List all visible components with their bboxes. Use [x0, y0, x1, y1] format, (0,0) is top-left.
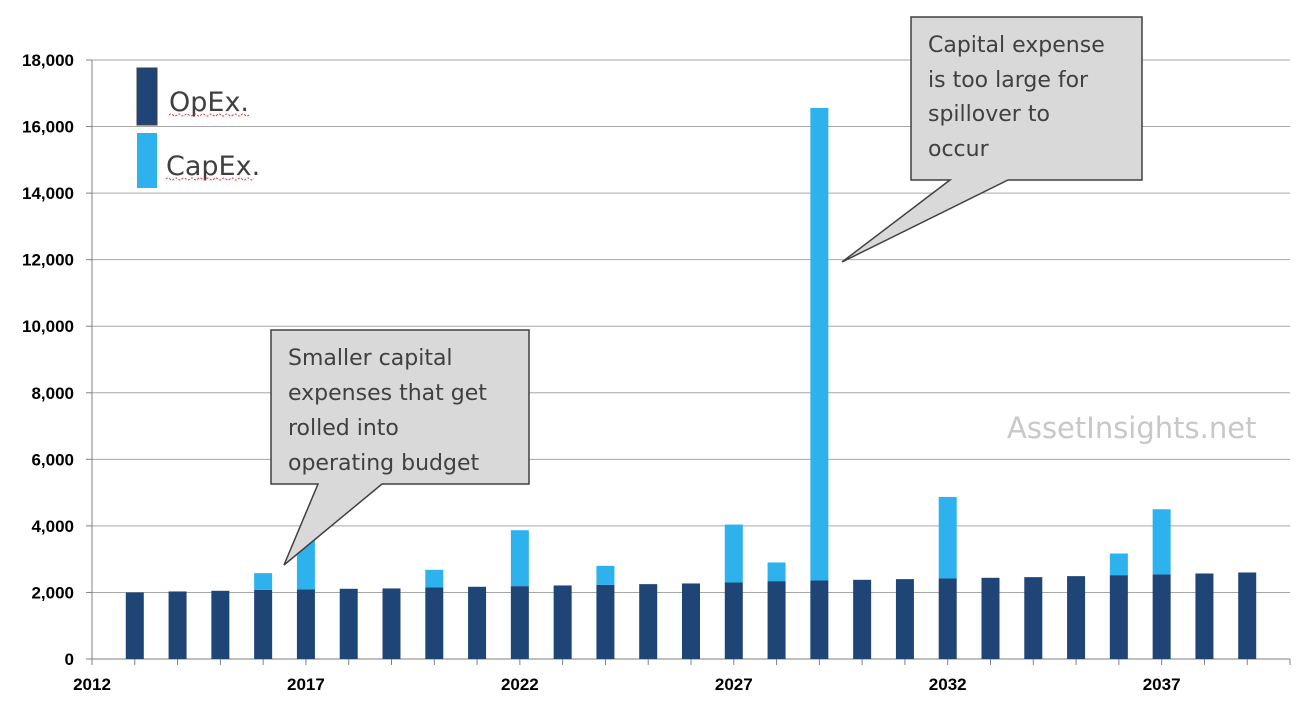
y-tick-label: 8,000: [31, 384, 74, 403]
bar-opex-2038: [1195, 573, 1214, 659]
x-tick-label: 2037: [1143, 675, 1181, 694]
bar-opex-2023: [553, 585, 572, 659]
bar-capex-2027: [724, 524, 743, 583]
legend-swatch-capex: [137, 133, 157, 188]
bar-opex-2028: [767, 581, 786, 659]
bar-opex-2021: [468, 586, 487, 659]
bar-capex-2016: [254, 573, 273, 590]
bar-opex-2031: [895, 579, 914, 659]
callout-2-line-2: is too large for: [928, 68, 1089, 93]
y-tick-label: 16,000: [22, 118, 74, 137]
bar-opex-2029: [810, 580, 829, 659]
bar-opex-2039: [1238, 572, 1257, 659]
y-tick-label: 12,000: [22, 251, 74, 270]
bar-opex-2016: [254, 589, 273, 659]
x-tick-label: 2032: [929, 675, 967, 694]
bar-opex-2020: [425, 587, 444, 659]
callout-1-line-2: expenses that get: [288, 381, 487, 406]
y-tick-label: 14,000: [22, 184, 74, 203]
bar-capex-2037: [1152, 509, 1171, 575]
bar-capex-2022: [510, 530, 529, 587]
bar-capex-2024: [596, 565, 615, 585]
callout-1-line-1: Smaller capital: [288, 346, 453, 371]
callout-box-2: [841, 16, 1143, 263]
x-tick-label: 2012: [73, 675, 111, 694]
callout-1-line-3: rolled into: [288, 416, 399, 441]
callout-box-1: [270, 329, 530, 566]
bar-opex-2013: [125, 592, 144, 659]
callout-large-capex: Capital expense is too large for spillov…: [841, 16, 1143, 263]
callout-2-line-4: occur: [928, 137, 990, 162]
bar-opex-2037: [1152, 574, 1171, 659]
y-tick-label: 0: [65, 650, 74, 669]
bar-opex-2014: [168, 591, 187, 659]
bar-opex-2018: [339, 588, 358, 659]
bar-opex-2019: [382, 588, 401, 659]
legend-label-opex: OpEx.: [169, 87, 249, 118]
bar-capex-2036: [1109, 553, 1128, 576]
bar-opex-2034: [1024, 577, 1043, 659]
x-tick-label: 2022: [501, 675, 539, 694]
bar-opex-2015: [211, 590, 230, 659]
callout-small-capex: Smaller capital expenses that get rolled…: [270, 329, 530, 566]
bars: [125, 107, 1257, 659]
bar-opex-2032: [938, 578, 957, 659]
bar-capex-2028: [767, 562, 786, 582]
y-tick-label: 2,000: [31, 583, 74, 602]
bar-opex-2026: [682, 583, 700, 659]
bar-opex-2036: [1109, 575, 1128, 659]
bar-opex-2033: [981, 577, 1000, 659]
bar-capex-2029: [810, 107, 829, 581]
bar-opex-2035: [1067, 576, 1086, 659]
y-tick-label: 4,000: [31, 517, 74, 536]
legend-label-capex: CapEx.: [166, 151, 260, 182]
watermark: AssetInsights.net: [1007, 411, 1256, 445]
legend-swatch-opex: [136, 67, 158, 126]
bar-opex-2030: [853, 579, 872, 659]
y-tick-label: 10,000: [22, 317, 74, 336]
x-tick-label: 2027: [715, 675, 753, 694]
y-tick-label: 6,000: [31, 450, 74, 469]
bar-capex-2020: [425, 569, 444, 588]
tick-labels: 0 2,000 4,000 6,000 8,000 10,000 12,000 14,000 1…: [22, 51, 1181, 694]
bar-opex-2025: [639, 584, 658, 659]
x-tick-label: 2017: [287, 675, 325, 694]
bar-opex-2024: [596, 584, 615, 659]
y-tick-label: 18,000: [22, 51, 74, 70]
callout-2-line-1: Capital expense: [928, 33, 1105, 58]
callout-1-line-4: operating budget: [288, 451, 479, 476]
bar-capex-2032: [938, 496, 957, 579]
bar-opex-2022: [510, 586, 529, 659]
bar-opex-2027: [724, 582, 743, 659]
bar-opex-2017: [296, 589, 315, 659]
legend: OpEx. CapEx.: [136, 67, 260, 188]
callout-2-line-3: spillover to: [928, 102, 1050, 127]
